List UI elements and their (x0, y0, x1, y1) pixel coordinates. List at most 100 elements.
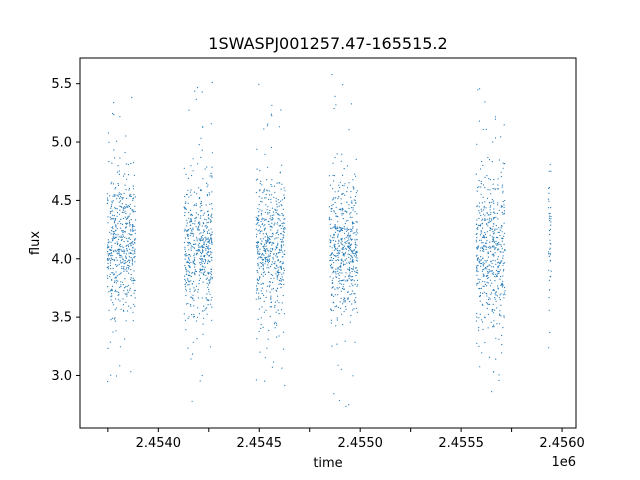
data-point (204, 168, 206, 170)
data-point (114, 237, 116, 239)
data-point (122, 309, 125, 311)
data-point (265, 260, 267, 262)
data-point (488, 214, 490, 216)
data-point (350, 103, 353, 105)
data-point (550, 221, 552, 223)
data-point (198, 229, 200, 231)
data-point (502, 251, 504, 253)
data-point (349, 244, 351, 246)
data-point (339, 272, 341, 274)
data-point (265, 242, 267, 244)
data-point (112, 214, 114, 216)
data-point (131, 280, 133, 282)
data-point (201, 262, 203, 264)
data-point (259, 182, 261, 185)
data-point (281, 246, 283, 248)
data-point (117, 234, 119, 236)
data-point (255, 223, 257, 225)
data-point (356, 244, 358, 246)
data-point (340, 203, 342, 205)
data-point (346, 258, 348, 260)
data-point (256, 279, 258, 281)
data-point (503, 124, 505, 126)
data-point (200, 264, 202, 266)
data-point (345, 230, 347, 232)
data-point (332, 259, 334, 261)
data-point (500, 284, 502, 286)
data-point (282, 222, 284, 224)
data-point (127, 163, 129, 166)
data-point (483, 245, 485, 247)
data-point (489, 303, 491, 305)
data-point (119, 227, 122, 229)
data-point (488, 221, 490, 223)
data-point (265, 233, 268, 235)
data-point (123, 266, 125, 268)
data-point (494, 309, 496, 311)
data-point (130, 273, 132, 276)
data-point (271, 214, 273, 216)
data-point (132, 311, 134, 313)
data-point (201, 239, 203, 241)
data-point (205, 243, 208, 246)
data-point (192, 294, 194, 296)
data-point (340, 238, 342, 240)
data-point (343, 253, 345, 255)
data-point (205, 204, 207, 206)
data-point (199, 269, 202, 272)
data-point (282, 262, 284, 264)
data-point (201, 297, 203, 299)
data-point (256, 270, 258, 272)
data-point (548, 200, 550, 202)
data-point (331, 227, 333, 229)
data-point (490, 260, 492, 262)
data-point (211, 216, 213, 219)
data-point (352, 207, 354, 209)
data-point (336, 230, 339, 232)
data-point (109, 216, 111, 218)
data-point (489, 241, 491, 243)
data-point (503, 235, 505, 237)
data-point (502, 192, 504, 194)
data-point (335, 248, 337, 251)
data-point (188, 217, 190, 219)
data-point (207, 259, 209, 261)
data-point (355, 221, 357, 223)
data-point (266, 209, 268, 211)
data-point (354, 195, 357, 198)
data-point (478, 288, 480, 290)
data-point (118, 170, 120, 172)
data-point (348, 247, 351, 249)
data-point (495, 247, 497, 249)
data-point (488, 178, 490, 180)
data-point (477, 264, 479, 267)
data-point (210, 268, 213, 271)
data-point (194, 223, 196, 225)
data-point (264, 250, 266, 252)
data-point (273, 253, 275, 255)
data-point (187, 235, 189, 237)
data-point (198, 246, 200, 248)
data-point (202, 323, 204, 325)
data-point (204, 309, 206, 311)
data-point (477, 205, 479, 207)
data-point (353, 299, 356, 301)
data-point (107, 216, 109, 218)
data-point (256, 233, 258, 235)
data-point (483, 285, 485, 287)
data-point (208, 218, 210, 220)
data-point (504, 249, 506, 251)
data-point (483, 219, 486, 221)
data-point (283, 187, 285, 189)
data-point (496, 242, 498, 245)
data-point (548, 289, 551, 291)
data-point (107, 277, 109, 279)
data-point (185, 173, 187, 175)
data-point (486, 259, 488, 262)
data-point (200, 236, 202, 238)
data-point (270, 297, 272, 299)
data-point (273, 224, 275, 226)
data-point (260, 266, 262, 268)
data-point (489, 298, 491, 300)
data-point (487, 327, 489, 329)
